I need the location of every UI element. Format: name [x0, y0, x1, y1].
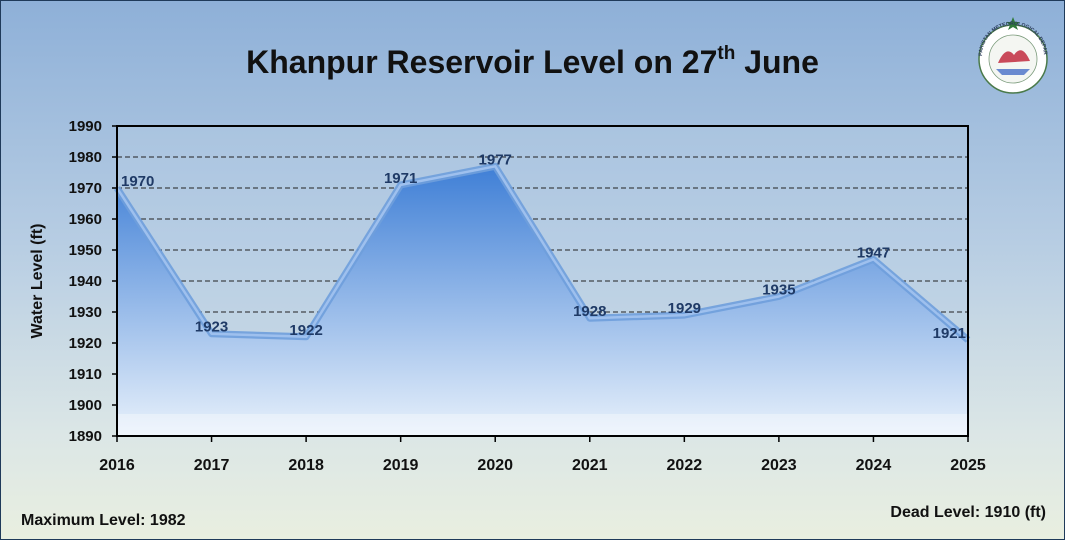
pakistan-meteorological-department-logo: PAKISTAN METEOROLOGICAL DEPARTMENT — [968, 11, 1048, 94]
chart-title: Khanpur Reservoir Level on 27th June — [1, 43, 1064, 81]
x-tick-label: 2025 — [950, 457, 986, 474]
x-tick-label: 2023 — [761, 457, 797, 474]
y-axis-title: Water Level (ft) — [29, 224, 46, 339]
y-tick-label: 1910 — [69, 366, 102, 383]
data-label: 1929 — [668, 300, 701, 317]
y-tick-label: 1970 — [69, 180, 102, 197]
y-tick-label: 1900 — [69, 397, 102, 414]
x-tick-label: 2021 — [572, 457, 608, 474]
data-label: 1921 — [933, 325, 966, 342]
maximum-level-note: Maximum Level: 1982 — [21, 512, 186, 529]
x-tick-label: 2019 — [383, 457, 419, 474]
data-label: 1977 — [479, 151, 512, 168]
y-tick-label: 1920 — [69, 335, 102, 352]
data-label: 1947 — [857, 244, 890, 261]
area-series — [117, 166, 968, 437]
data-label: 1922 — [289, 322, 322, 339]
chart-title-superscript: th — [717, 43, 736, 64]
y-tick-label: 1980 — [69, 149, 102, 166]
y-tick-label: 1890 — [69, 428, 102, 445]
x-tick-label: 2018 — [288, 457, 324, 474]
x-tick-label: 2020 — [477, 457, 513, 474]
x-tick-label: 2024 — [856, 457, 892, 474]
y-tick-label: 1990 — [69, 118, 102, 135]
chart-title-end: June — [735, 44, 819, 80]
area-top-line — [115, 165, 969, 341]
dead-level-note: Dead Level: 1910 (ft) — [890, 504, 1046, 521]
data-label: 1928 — [573, 303, 606, 320]
chart-title-main: Khanpur Reservoir Level on 27 — [246, 44, 718, 80]
x-tick-label: 2016 — [99, 457, 135, 474]
data-label: 1971 — [384, 170, 417, 187]
data-label: 1923 — [195, 319, 228, 336]
y-tick-label: 1950 — [69, 242, 102, 259]
x-tick-label: 2022 — [667, 457, 703, 474]
x-tick-label: 2017 — [194, 457, 230, 474]
area-bottom-highlight — [117, 414, 968, 436]
y-tick-label: 1930 — [69, 304, 102, 321]
y-tick-label: 1960 — [69, 211, 102, 228]
data-label: 1970 — [121, 173, 154, 190]
y-tick-label: 1940 — [69, 273, 102, 290]
data-label: 1935 — [762, 282, 795, 299]
